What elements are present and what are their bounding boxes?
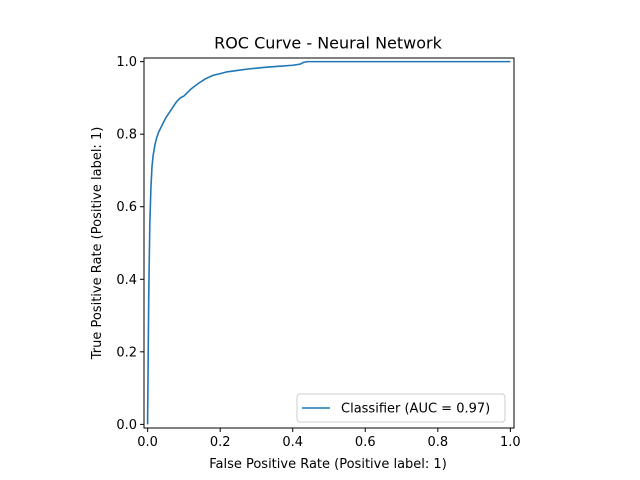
y-tick-label: 0.6 xyxy=(116,200,137,215)
legend-label-classifier: Classifier (AUC = 0.97) xyxy=(341,402,490,417)
y-tick-label: 1.0 xyxy=(116,55,137,70)
y-tick-label: 0.8 xyxy=(116,128,137,143)
axes-frame xyxy=(143,57,515,429)
chart-title: ROC Curve - Neural Network xyxy=(214,34,443,53)
x-tick-label: 1.0 xyxy=(500,435,521,450)
legend-box xyxy=(296,393,506,423)
x-tick-label: 0.0 xyxy=(137,435,158,450)
y-tick-label: 0.0 xyxy=(116,418,137,433)
y-tick-label: 0.2 xyxy=(116,345,137,360)
x-tick-label: 0.2 xyxy=(210,435,231,450)
y-tick-label: 0.4 xyxy=(116,273,137,288)
x-tick-label: 0.4 xyxy=(282,435,303,450)
y-axis-ticks: 0.0 0.2 0.4 0.6 0.8 1.0 xyxy=(116,55,144,433)
series-line-classifier xyxy=(146,60,511,425)
y-axis-label: True Positive Rate (Positive label: 1) xyxy=(90,127,105,361)
x-axis-ticks: 0.0 0.2 0.4 0.6 0.8 1.0 xyxy=(137,428,521,450)
x-axis-label: False Positive Rate (Positive label: 1) xyxy=(209,457,447,472)
x-tick-label: 0.8 xyxy=(427,435,448,450)
plot-area xyxy=(143,57,515,429)
x-tick-label: 0.6 xyxy=(355,435,376,450)
legend: Classifier (AUC = 0.97) xyxy=(296,393,506,423)
